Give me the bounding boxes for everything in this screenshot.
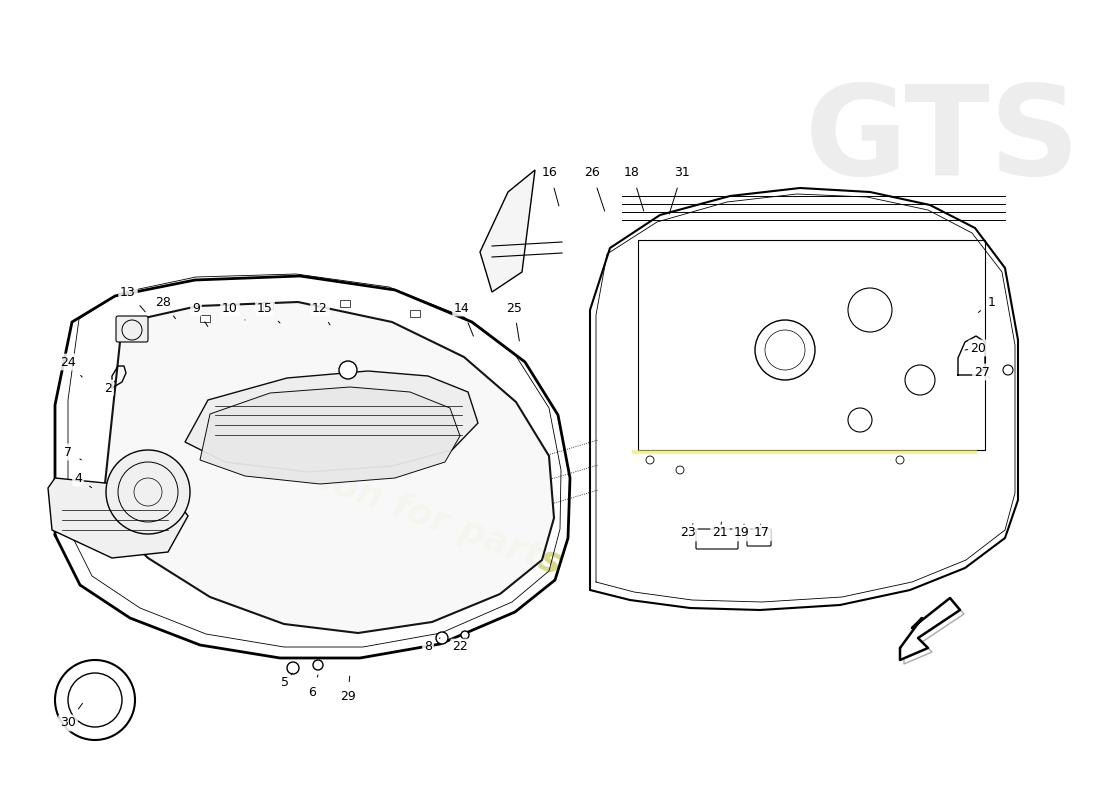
Circle shape [676, 466, 684, 474]
Polygon shape [185, 371, 478, 472]
Text: 31: 31 [669, 166, 690, 214]
Circle shape [314, 660, 323, 670]
Text: 1: 1 [978, 295, 996, 313]
Text: 10: 10 [222, 302, 245, 320]
Text: 28: 28 [155, 295, 176, 318]
Text: 13: 13 [120, 286, 145, 312]
Circle shape [339, 361, 358, 379]
Text: 22: 22 [452, 638, 468, 654]
Text: a passion for parts: a passion for parts [194, 418, 566, 582]
Text: 9: 9 [192, 302, 208, 326]
Text: 16: 16 [542, 166, 559, 206]
Circle shape [896, 456, 904, 464]
Text: 21: 21 [712, 522, 728, 539]
Polygon shape [200, 387, 460, 484]
Text: 6: 6 [308, 675, 318, 698]
Text: 18: 18 [624, 166, 644, 211]
Text: 7: 7 [64, 446, 81, 460]
Circle shape [461, 631, 469, 639]
FancyBboxPatch shape [696, 529, 738, 549]
Text: 8: 8 [424, 638, 440, 654]
Text: 23: 23 [680, 524, 696, 539]
Text: 25: 25 [506, 302, 521, 341]
Text: 29: 29 [340, 676, 356, 703]
Bar [340, 300, 350, 307]
Text: 24: 24 [60, 355, 82, 377]
FancyBboxPatch shape [747, 529, 771, 546]
Text: 20: 20 [965, 342, 986, 354]
Text: 12: 12 [312, 302, 330, 325]
Text: 26: 26 [584, 166, 605, 211]
Text: 2: 2 [104, 381, 116, 394]
Circle shape [55, 660, 135, 740]
Bar [200, 315, 210, 322]
Polygon shape [480, 170, 535, 292]
Text: 27: 27 [975, 366, 990, 378]
Polygon shape [900, 598, 960, 660]
Bar [263, 302, 273, 309]
Circle shape [287, 662, 299, 674]
Text: 30: 30 [60, 703, 82, 730]
Polygon shape [102, 302, 554, 633]
Text: 15: 15 [257, 302, 280, 323]
FancyBboxPatch shape [116, 316, 148, 342]
Circle shape [646, 456, 654, 464]
Circle shape [1003, 365, 1013, 375]
Polygon shape [48, 478, 188, 558]
Circle shape [106, 450, 190, 534]
Text: 5: 5 [280, 674, 293, 689]
Text: 17: 17 [755, 524, 770, 539]
Text: 19: 19 [734, 524, 750, 539]
Text: 14: 14 [454, 302, 473, 336]
Circle shape [436, 632, 448, 644]
Text: 4: 4 [74, 471, 91, 487]
Bar [410, 310, 420, 317]
Text: GTS: GTS [804, 80, 1080, 201]
